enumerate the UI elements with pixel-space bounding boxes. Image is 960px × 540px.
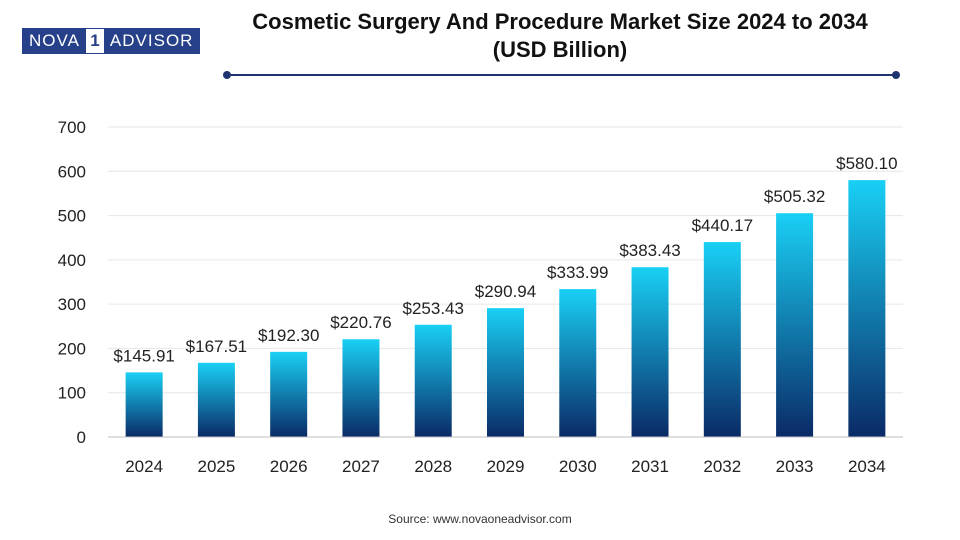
novaoneadvisor-logo: NOVA 1 ADVISOR xyxy=(22,28,201,54)
bar xyxy=(559,289,597,437)
bar xyxy=(342,339,380,437)
x-tick-label: 2028 xyxy=(414,457,452,476)
bar-value-label: $440.17 xyxy=(692,216,753,235)
bar-value-label: $145.91 xyxy=(113,346,174,365)
y-tick-label: 600 xyxy=(58,162,86,181)
bar xyxy=(125,372,163,437)
bar xyxy=(776,213,814,437)
bar-value-label: $220.76 xyxy=(330,313,391,332)
bar xyxy=(703,242,741,437)
logo-mark: 1 xyxy=(85,29,104,53)
bar xyxy=(197,362,235,437)
y-tick-label: 700 xyxy=(58,118,86,137)
title-divider xyxy=(223,71,900,79)
chart-title: Cosmetic Surgery And Procedure Market Si… xyxy=(200,8,920,64)
x-tick-label: 2027 xyxy=(342,457,380,476)
x-tick-label: 2026 xyxy=(270,457,308,476)
y-tick-label: 300 xyxy=(58,295,86,314)
chart-title-line-2: (USD Billion) xyxy=(492,37,628,62)
bar xyxy=(270,351,308,437)
bar xyxy=(487,308,524,437)
y-tick-label: 100 xyxy=(58,384,86,403)
x-tick-label: 2034 xyxy=(848,457,886,476)
bar-value-label: $290.94 xyxy=(475,282,536,301)
x-tick-label: 2024 xyxy=(125,457,163,476)
bar-value-label: $333.99 xyxy=(547,263,608,282)
y-tick-label: 200 xyxy=(58,339,86,358)
value-labels: $145.91 $167.51 $192.30 $220.76 $253.43 $290.… xyxy=(113,154,897,365)
x-tick-label: 2025 xyxy=(197,457,235,476)
bar-value-label: $505.32 xyxy=(764,187,825,206)
bar-value-label: $383.43 xyxy=(619,241,680,260)
x-tick-label: 2033 xyxy=(776,457,814,476)
x-tick-label: 2029 xyxy=(487,457,525,476)
title-divider-dot-left xyxy=(223,71,231,79)
bars xyxy=(125,180,886,437)
x-tick-label: 2031 xyxy=(631,457,669,476)
bar xyxy=(631,267,669,437)
bar-value-label: $192.30 xyxy=(258,326,319,345)
y-tick-label: 500 xyxy=(58,207,86,226)
x-tick-label: 2032 xyxy=(703,457,741,476)
x-tick-label: 2030 xyxy=(559,457,597,476)
bar-value-label: $167.51 xyxy=(186,337,247,356)
chart-title-line-1: Cosmetic Surgery And Procedure Market Si… xyxy=(252,9,868,34)
title-divider-dot-right xyxy=(892,71,900,79)
logo-text-advisor: ADVISOR xyxy=(103,29,200,53)
logo-text-nova: NOVA xyxy=(23,29,86,53)
y-tick-label: 0 xyxy=(77,428,86,447)
x-axis-ticks: 2024 2025 2026 2027 2028 2029 2030 2031 2032 2033… xyxy=(125,457,886,476)
bar-value-label: $580.10 xyxy=(836,154,897,173)
bar xyxy=(848,180,886,437)
source-note: Source: www.novaoneadvisor.com xyxy=(388,512,572,526)
y-tick-label: 400 xyxy=(58,251,86,270)
bar-value-label: $253.43 xyxy=(403,299,464,318)
y-axis-ticks: 0 100 200 300 400 500 600 700 xyxy=(58,118,86,447)
bar xyxy=(414,324,452,437)
